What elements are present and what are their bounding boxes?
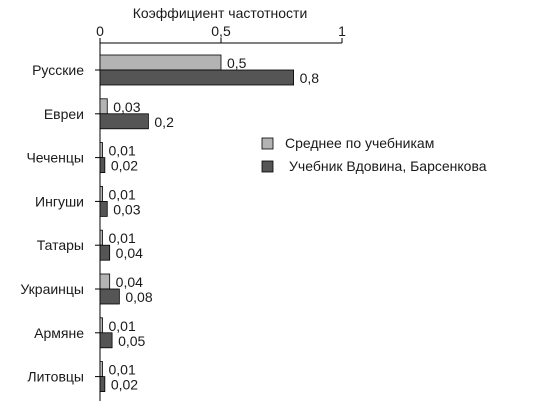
category-label: Ингуши (35, 193, 84, 209)
bar (99, 98, 108, 115)
category-label: Татары (37, 237, 84, 253)
bar (99, 200, 108, 217)
bar (99, 69, 295, 86)
bar (99, 185, 103, 202)
x-tick-label: 1 (338, 23, 346, 39)
bar (99, 244, 111, 261)
category-label: Армяне (34, 325, 84, 341)
axes: 0 0,5 1 Русские Евреи Чеченцы Ингуши Татары Укра… (20, 23, 346, 401)
data-label: 0,02 (111, 377, 138, 393)
bar (99, 142, 103, 159)
bar (99, 317, 103, 334)
bar (99, 376, 106, 393)
bar (99, 113, 149, 130)
data-label: 0,01 (109, 143, 136, 159)
data-label: 0,05 (118, 333, 145, 349)
legend-swatch (261, 137, 274, 150)
data-label: 0,8 (300, 70, 320, 86)
data-label: 0,02 (111, 158, 138, 174)
category-label: Литовцы (27, 369, 84, 385)
data-label: 0,04 (116, 245, 143, 261)
data-label: 0,01 (109, 186, 136, 202)
x-tick-label: 0,5 (211, 23, 231, 39)
data-label: 0,03 (113, 201, 140, 217)
bar (99, 54, 222, 71)
x-tick-label: 0 (96, 23, 104, 39)
legend: Среднее по учебникам Учебник Вдовина, Бар… (261, 135, 487, 174)
data-label: 0,5 (227, 55, 247, 71)
data-label: 0,01 (109, 318, 136, 334)
bar (99, 273, 111, 290)
data-label: 0,01 (109, 230, 136, 246)
legend-swatch (261, 160, 274, 173)
category-label: Украинцы (20, 281, 84, 297)
data-label: 0,08 (125, 289, 152, 305)
category-label: Чеченцы (26, 150, 84, 166)
category-label: Евреи (44, 106, 84, 122)
data-label: 0,03 (113, 99, 140, 115)
legend-label: Учебник Вдовина, Барсенкова (289, 158, 487, 174)
bar (99, 288, 120, 305)
category-label: Русские (32, 62, 84, 78)
bar (99, 157, 106, 174)
data-label: 0,2 (154, 114, 174, 130)
data-label: 0,01 (109, 362, 136, 378)
legend-label: Среднее по учебникам (285, 135, 434, 151)
bar (99, 229, 103, 246)
bar (99, 361, 103, 378)
x-axis-title: Коэффициент частотности (133, 5, 308, 21)
bars: 0,50,80,030,20,010,020,010,030,010,040,0… (99, 54, 320, 393)
data-label: 0,04 (116, 274, 143, 290)
bar (99, 332, 113, 349)
